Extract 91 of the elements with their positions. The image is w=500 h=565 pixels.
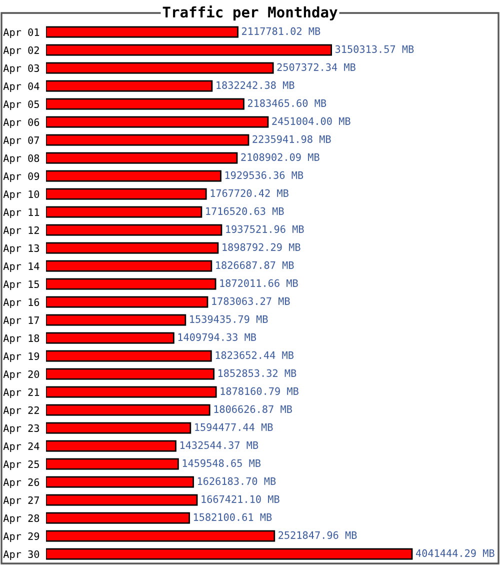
data-label: 2108902.09 MB [241, 153, 320, 161]
y-tick-label: Apr 26 [3, 478, 40, 488]
y-tick-label: Apr 02 [3, 46, 39, 56]
bar [46, 278, 216, 290]
bar [46, 224, 222, 236]
y-tick-label: Apr 06 [3, 118, 40, 128]
data-label: 2235941.98 MB [252, 135, 331, 143]
y-tick-label: Apr 25 [3, 460, 39, 470]
data-label: 1539435.79 MB [190, 315, 268, 323]
data-label: 2507372.34 MB [277, 63, 356, 71]
bar [46, 422, 192, 434]
data-label: 1929536.36 MB [225, 171, 304, 179]
data-label: 1826687.87 MB [216, 261, 294, 269]
y-tick-label: Apr 20 [3, 370, 40, 380]
y-tick-label: Apr 14 [3, 262, 40, 272]
data-label: 2521847.96 MB [278, 531, 357, 539]
y-tick-label: Apr 30 [3, 550, 40, 560]
bar [46, 512, 190, 524]
bar [46, 242, 219, 254]
bar [46, 80, 213, 92]
data-label: 1667421.10 MB [202, 495, 280, 503]
bar [46, 98, 244, 110]
bar [46, 296, 208, 308]
y-tick-label: Apr 24 [3, 442, 40, 452]
chart-title: Traffic per Monthday [162, 6, 338, 20]
data-label: 1878160.79 MB [220, 387, 298, 395]
bar [46, 476, 194, 488]
bar [46, 134, 250, 146]
bar [46, 494, 198, 506]
bar [46, 332, 174, 344]
y-tick-label: Apr 15 [3, 280, 39, 290]
y-tick-label: Apr 16 [3, 298, 40, 308]
data-label: 1806626.87 MB [214, 405, 292, 413]
y-tick-label: Apr 22 [3, 406, 39, 416]
bar [46, 548, 413, 560]
data-label: 3150313.57 MB [335, 45, 414, 53]
y-tick-label: Apr 18 [3, 334, 40, 344]
data-label: 1432544.37 MB [180, 441, 258, 449]
data-label: 1872011.66 MB [220, 279, 298, 287]
bar [46, 170, 222, 182]
y-tick-label: Apr 29 [3, 532, 40, 542]
data-label: 1783063.27 MB [212, 297, 290, 305]
bar [46, 188, 207, 200]
bar [46, 206, 202, 218]
y-tick-label: Apr 04 [3, 82, 40, 92]
y-tick-label: Apr 01 [3, 28, 40, 38]
data-label: 1716520.63 MB [206, 207, 284, 215]
y-tick-label: Apr 11 [3, 208, 40, 218]
y-tick-label: Apr 28 [3, 514, 40, 524]
data-label: 1409794.33 MB [178, 333, 256, 341]
bar [46, 386, 217, 398]
bar [46, 530, 276, 542]
data-label: 1459548.65 MB [182, 459, 261, 467]
y-tick-label: Apr 19 [3, 352, 40, 362]
bar [46, 260, 212, 272]
data-label: 4041444.29 MB [416, 549, 494, 557]
data-label: 1823652.44 MB [216, 351, 294, 359]
data-label: 1898792.29 MB [222, 243, 300, 251]
bar [46, 116, 269, 128]
bar [46, 440, 176, 452]
y-tick-label: Apr 10 [3, 190, 40, 200]
data-label: 1832242.38 MB [216, 81, 294, 89]
data-label: 1937521.96 MB [226, 225, 304, 233]
data-label: 1626183.70 MB [198, 477, 276, 485]
y-tick-label: Apr 05 [3, 100, 39, 110]
bar [46, 350, 212, 362]
data-label: 2183465.60 MB [248, 99, 326, 107]
bar [46, 314, 186, 326]
bar [46, 368, 214, 380]
y-tick-label: Apr 03 [3, 64, 39, 74]
data-label: 2451004.00 MB [272, 117, 350, 125]
bar [46, 62, 274, 74]
data-label: 2117781.02 MB [242, 27, 320, 35]
y-tick-label: Apr 13 [3, 244, 39, 254]
data-label: 1582100.61 MB [194, 513, 272, 521]
y-tick-label: Apr 21 [3, 388, 40, 398]
y-tick-label: Apr 09 [3, 172, 40, 182]
y-tick-label: Apr 07 [3, 136, 39, 146]
bar [46, 44, 332, 56]
data-label: 1594477.44 MB [195, 423, 273, 431]
bar [46, 26, 238, 38]
data-label: 1767720.42 MB [210, 189, 288, 197]
data-label: 1852853.32 MB [218, 369, 296, 377]
y-tick-label: Apr 12 [3, 226, 39, 236]
bar [46, 152, 238, 164]
bar [46, 458, 179, 470]
y-tick-label: Apr 17 [3, 316, 39, 326]
y-tick-label: Apr 23 [3, 424, 39, 434]
bar [46, 404, 210, 416]
y-tick-label: Apr 27 [3, 496, 39, 506]
y-tick-label: Apr 08 [3, 154, 40, 164]
